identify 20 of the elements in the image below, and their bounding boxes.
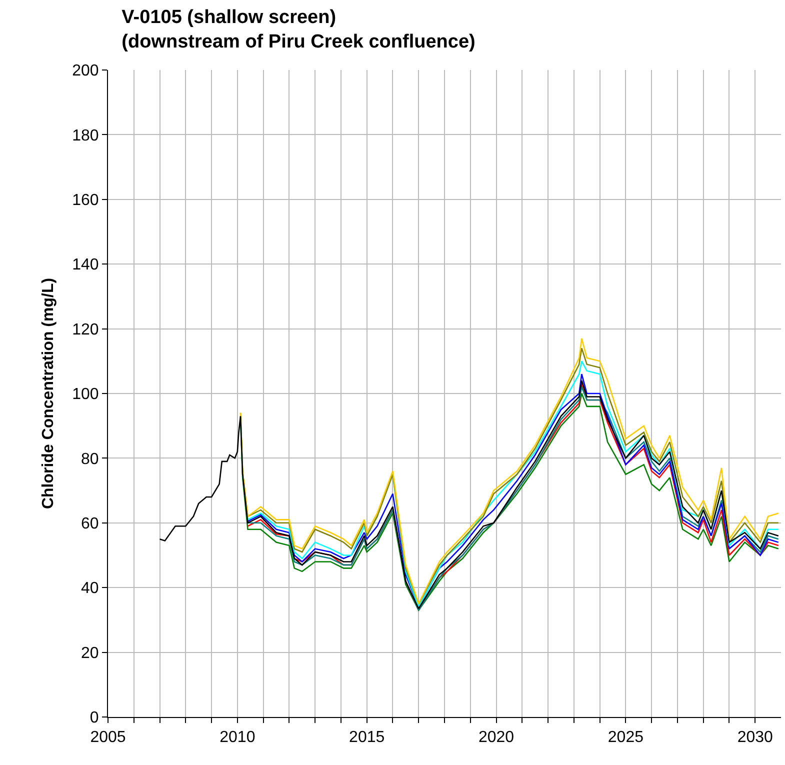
y-tick-label: 120 xyxy=(72,321,99,338)
y-tick-label: 100 xyxy=(72,386,99,404)
x-tick-label: 2005 xyxy=(90,729,126,746)
y-tick-label: 80 xyxy=(81,450,99,468)
y-tick-label: 20 xyxy=(81,644,99,662)
x-tick-label: 2025 xyxy=(608,729,644,746)
y-tick-label: 180 xyxy=(72,127,99,144)
line-series xyxy=(159,380,780,610)
y-tick-label: 140 xyxy=(72,256,99,274)
chart-title: V-0105 (shallow screen) (downstream of Piru Creek confluence) xyxy=(122,6,476,53)
y-tick-label: 60 xyxy=(81,516,99,532)
x-tick-label: 2030 xyxy=(737,729,774,746)
x-tick-label: 2015 xyxy=(349,729,385,746)
y-axis-title: Chloride Concentration (mg/L) xyxy=(40,278,57,510)
x-tick-label: 2020 xyxy=(478,729,514,746)
y-tick-label: 40 xyxy=(81,580,99,598)
y-tick-label: 200 xyxy=(72,62,99,80)
y-tick-label: 160 xyxy=(72,192,99,209)
x-tick-label: 2010 xyxy=(220,729,256,746)
y-tick-label: 0 xyxy=(90,710,99,727)
